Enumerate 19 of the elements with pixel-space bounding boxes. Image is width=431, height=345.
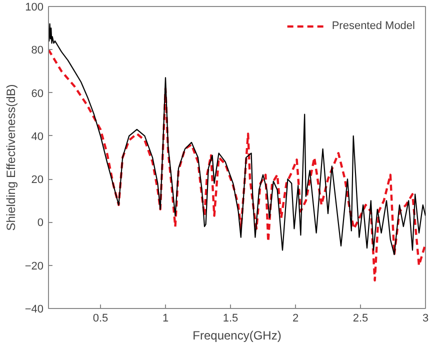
x-tick-label: 3	[422, 312, 429, 324]
x-tick-label: 2.5	[352, 312, 368, 324]
y-axis-title: Shielding Effectiveness(dB)	[4, 84, 18, 231]
x-axis-title: Frequency(GHz)	[192, 328, 282, 342]
x-tick-label: 1.5	[222, 312, 238, 324]
y-tick-label: 100	[25, 2, 44, 14]
legend-label: Presented Model	[332, 20, 415, 32]
y-tick-label: 60	[31, 88, 44, 100]
y-tick-label: 20	[31, 174, 44, 186]
x-tick-label: 0.5	[92, 312, 108, 324]
y-tick-label: −40	[24, 304, 44, 316]
y-tick-label: 40	[31, 130, 44, 143]
line-series	[48, 23, 426, 256]
y-tick-label: 80	[31, 44, 44, 57]
y-tick-label: −20	[24, 260, 44, 272]
y-tick-label: 0	[37, 217, 44, 230]
line-series	[48, 48, 426, 282]
x-tick-label: 2	[292, 312, 299, 324]
x-tick-label: 1	[162, 312, 169, 324]
